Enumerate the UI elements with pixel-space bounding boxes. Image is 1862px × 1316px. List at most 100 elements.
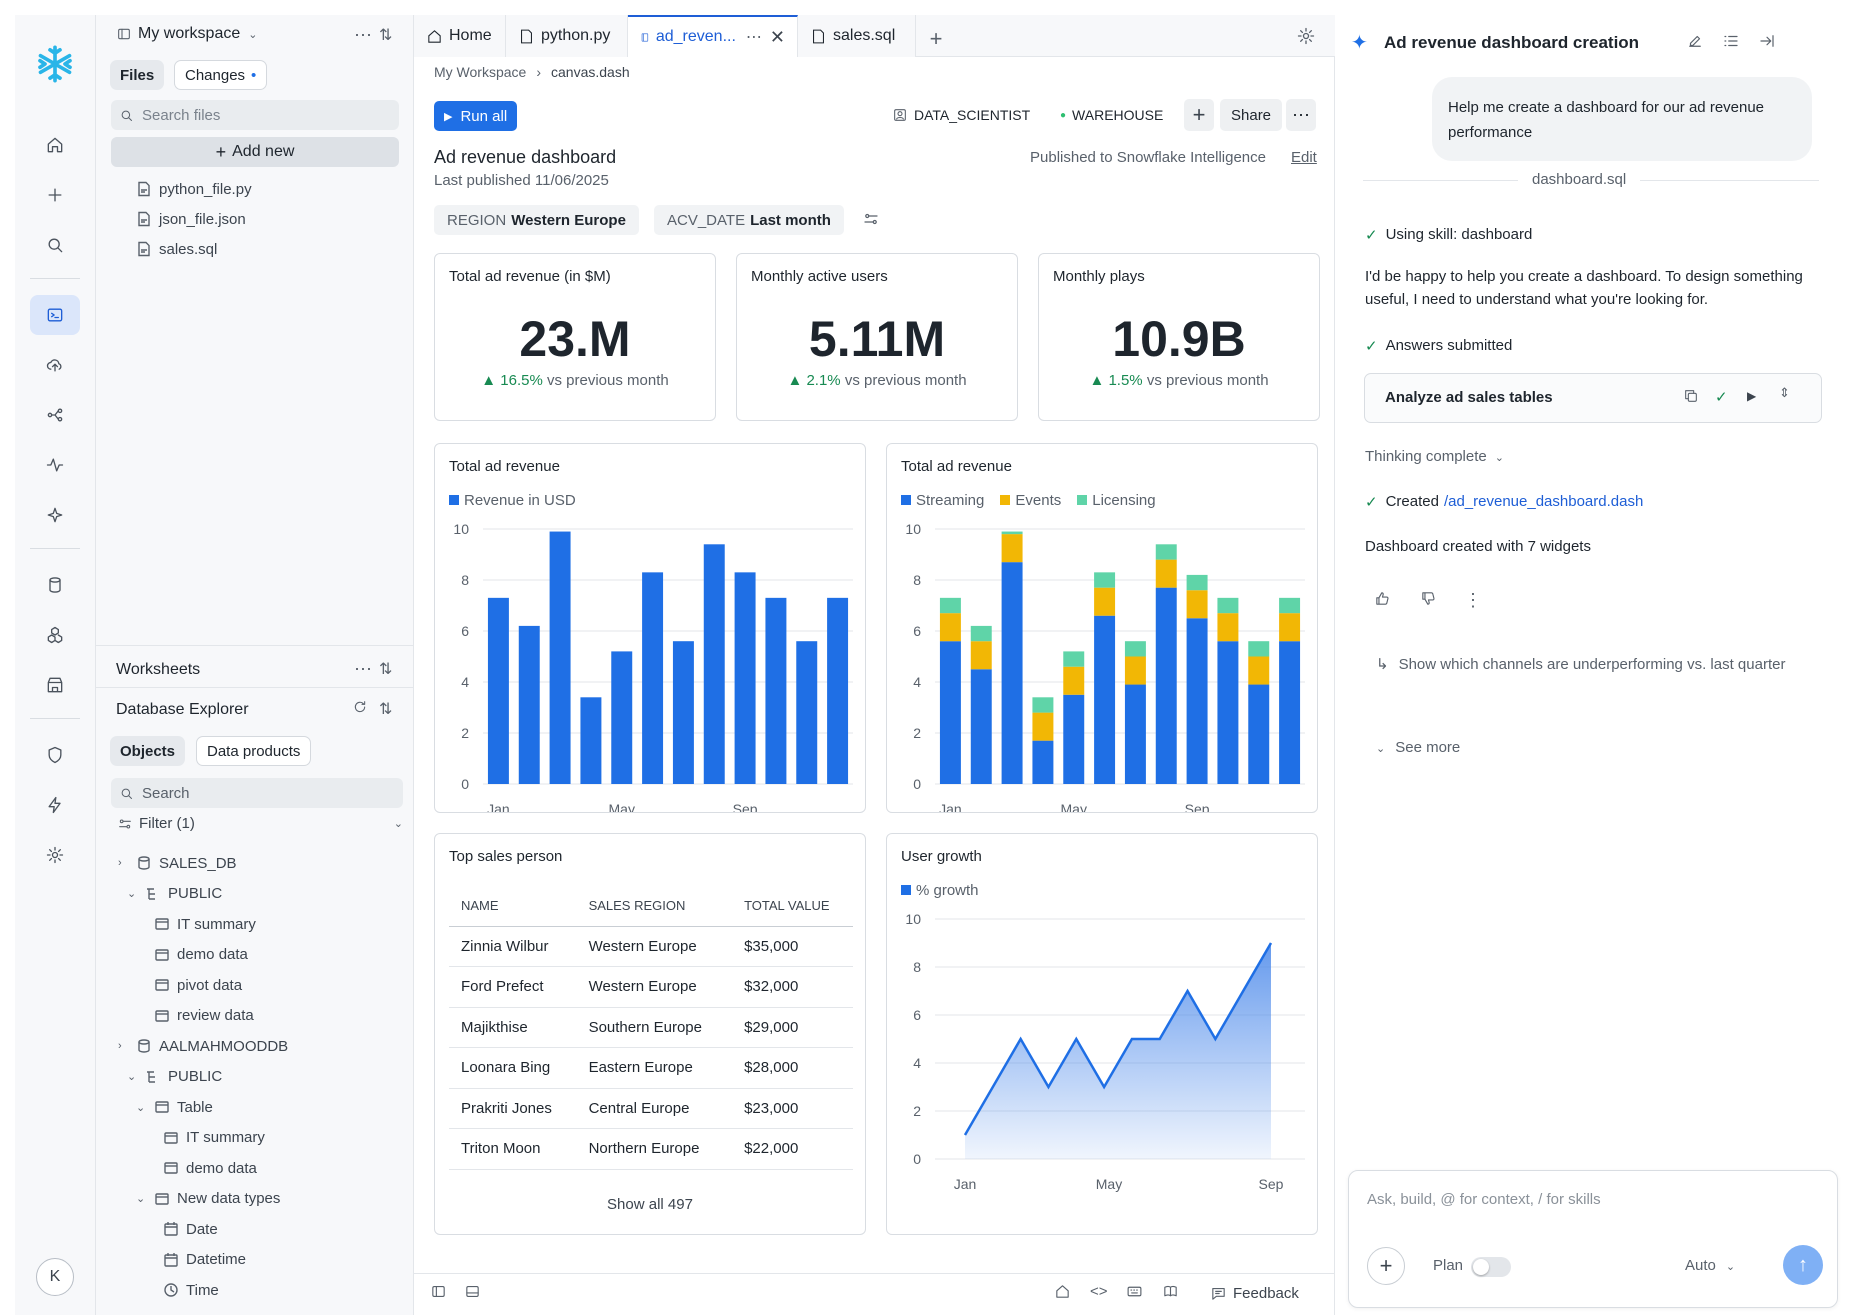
suggestion-chip[interactable]: ↳ Show which channels are underperforming… [1376,652,1796,678]
worksheets-header[interactable]: Worksheets [116,661,201,678]
new-tab-icon[interactable]: + [929,26,943,51]
chevron-right-icon[interactable]: › [118,857,122,869]
sparkle-icon[interactable] [30,495,80,535]
tree-item[interactable]: IT summary [145,1126,265,1150]
share-button[interactable]: Share [1220,99,1283,131]
chart-card-user-growth[interactable]: User growth % growth 0 2 4 6 8 10 Jan May Sep [886,833,1318,1235]
close-icon[interactable]: ✕ [769,26,785,47]
chevron-down-icon[interactable]: ⌄ [136,1193,146,1205]
tab-data-products[interactable]: Data products [196,736,312,766]
thumbs-down-icon[interactable] [1420,590,1437,607]
table-row[interactable]: Zinnia Wilbur Western Europe $35,000 [449,926,853,967]
tab-changes[interactable]: Changes • [174,60,268,90]
copy-icon[interactable] [1683,388,1699,404]
file-item[interactable]: json_file.json [136,207,246,231]
tab-python[interactable]: python.py [506,15,628,57]
filter-button[interactable]: Filter (1) ⌄ [117,815,403,832]
home-icon[interactable] [30,125,80,165]
chevron-right-icon[interactable]: › [118,1040,122,1052]
tree-item[interactable]: ⌄ PUBLIC [127,1065,222,1089]
table-row[interactable]: Ford Prefect Western Europe $32,000 [449,966,853,1008]
chat-input[interactable]: Ask, build, @ for context, / for skills [1367,1191,1601,1208]
plus-icon[interactable] [30,175,80,215]
search-icon[interactable] [30,225,80,265]
code-icon[interactable]: <> [1090,1283,1108,1300]
tree-item[interactable]: ⌄ PUBLIC [127,882,222,906]
play-icon[interactable]: ▶ [1747,389,1757,403]
expand-icon[interactable]: ⇕ [1779,385,1790,400]
terminal-icon[interactable] [30,295,80,335]
database-explorer-header[interactable]: Database Explorer [116,701,249,718]
mode-selector[interactable]: Auto ⌄ [1685,1257,1735,1274]
snowflake-logo-icon[interactable] [30,40,80,88]
tree-item[interactable]: › SALES_DB [118,851,237,875]
gear-icon[interactable] [30,835,80,875]
file-divider[interactable]: dashboard.sql [1518,171,1641,188]
breadcrumb-item[interactable]: My Workspace [434,64,527,80]
activity-icon[interactable] [30,445,80,485]
book-icon[interactable] [1162,1283,1179,1300]
tab-ad-revenue[interactable]: ad_reven... ⋯ ✕ [628,15,798,57]
tab-objects[interactable]: Objects [110,736,186,766]
tree-item[interactable]: Time [145,1278,219,1302]
thumbs-up-icon[interactable] [1374,590,1391,607]
tree-item[interactable]: Datetime [145,1248,246,1272]
more-icon[interactable]: ⋯ [354,659,372,679]
tab-files[interactable]: Files [110,60,165,90]
kpi-card[interactable]: Total ad revenue (in $M) 23.M ▲ 16.5% vs… [434,253,716,421]
table-row[interactable]: Prakriti Jones Central Europe $23,000 [449,1088,853,1129]
table-row[interactable]: Triton Moon Northern Europe $22,000 [449,1128,853,1170]
more-vertical-icon[interactable]: ⋮ [1464,590,1482,610]
file-item[interactable]: sales.sql [136,237,217,261]
edit-icon[interactable] [1686,32,1704,50]
thinking-toggle[interactable]: Thinking complete ⌄ [1365,448,1504,465]
collapse-icon[interactable]: ⇅ [379,27,393,44]
warehouse-selector[interactable]: ● WAREHOUSE [1060,107,1163,123]
run-all-button[interactable]: ▶ Run all [434,101,518,131]
kpi-card[interactable]: Monthly plays 10.9B ▲ 1.5% vs previous m… [1038,253,1320,421]
marketplace-icon[interactable] [30,665,80,705]
chevron-down-icon[interactable]: ⌄ [127,1071,137,1083]
table-row[interactable]: Majikthise Southern Europe $29,000 [449,1007,853,1048]
feedback-button[interactable]: Feedback [1210,1285,1299,1302]
created-file-link[interactable]: /ad_revenue_dashboard.dash [1443,493,1644,510]
file-search-input[interactable]: Search files [111,100,399,130]
tree-item[interactable]: demo data [136,943,248,967]
tree-item[interactable]: › AALMAHMOODDB [118,1034,288,1058]
chevron-down-icon[interactable]: ⌄ [136,1101,146,1114]
file-item[interactable]: python_file.py [136,177,252,201]
add-new-button[interactable]: + Add new [111,137,399,167]
collapse-icon[interactable]: ⇅ [379,661,393,678]
home-outline-icon[interactable] [1054,1283,1071,1300]
tree-item[interactable]: Date [145,1217,218,1241]
collapse-icon[interactable]: ⇅ [379,701,393,718]
tree-item[interactable]: IT summary [136,912,256,936]
gear-icon[interactable] [1296,26,1316,46]
tree-item[interactable]: ⌄ New data types [136,1187,280,1211]
cube-stack-icon[interactable] [30,615,80,655]
tree-item[interactable]: demo data [145,1156,257,1180]
column-header[interactable]: SALES REGION [576,886,733,927]
sales-table-card[interactable]: Top sales person NAME SALES REGION TOTAL… [434,833,866,1235]
chart-card-revenue-stacked[interactable]: Total ad revenue Streaming Events Licens… [886,443,1318,813]
chart-card-revenue[interactable]: Total ad revenue Revenue in USD 0 2 4 6 8 10 J… [434,443,866,813]
see-more-toggle[interactable]: ⌄ See more [1376,739,1460,756]
column-header[interactable]: NAME [449,886,577,927]
database-icon[interactable] [30,565,80,605]
list-icon[interactable] [1722,32,1740,50]
bottom-panel-icon[interactable] [464,1283,481,1300]
collapse-panel-icon[interactable] [1758,32,1776,50]
tab-sales-sql[interactable]: sales.sql [798,15,916,57]
sidebar-toggle-icon[interactable] [430,1283,447,1300]
db-search-input[interactable]: Search [111,778,403,808]
filter-settings-icon[interactable] [862,210,880,228]
table-row[interactable]: Loonara Bing Eastern Europe $28,000 [449,1047,853,1089]
bolt-icon[interactable] [30,785,80,825]
add-widget-button[interactable]: + [1184,99,1214,131]
plan-toggle[interactable] [1471,1257,1511,1277]
filter-chip-date[interactable]: ACV_DATE Last month [654,205,844,235]
task-card[interactable]: Analyze ad sales tables ✓ ▶ ⇕ [1364,373,1822,423]
more-options-button[interactable]: ⋯ [1286,99,1316,131]
tree-item[interactable]: pivot data [136,973,242,997]
kpi-card[interactable]: Monthly active users 5.11M ▲ 2.1% vs pre… [736,253,1018,421]
